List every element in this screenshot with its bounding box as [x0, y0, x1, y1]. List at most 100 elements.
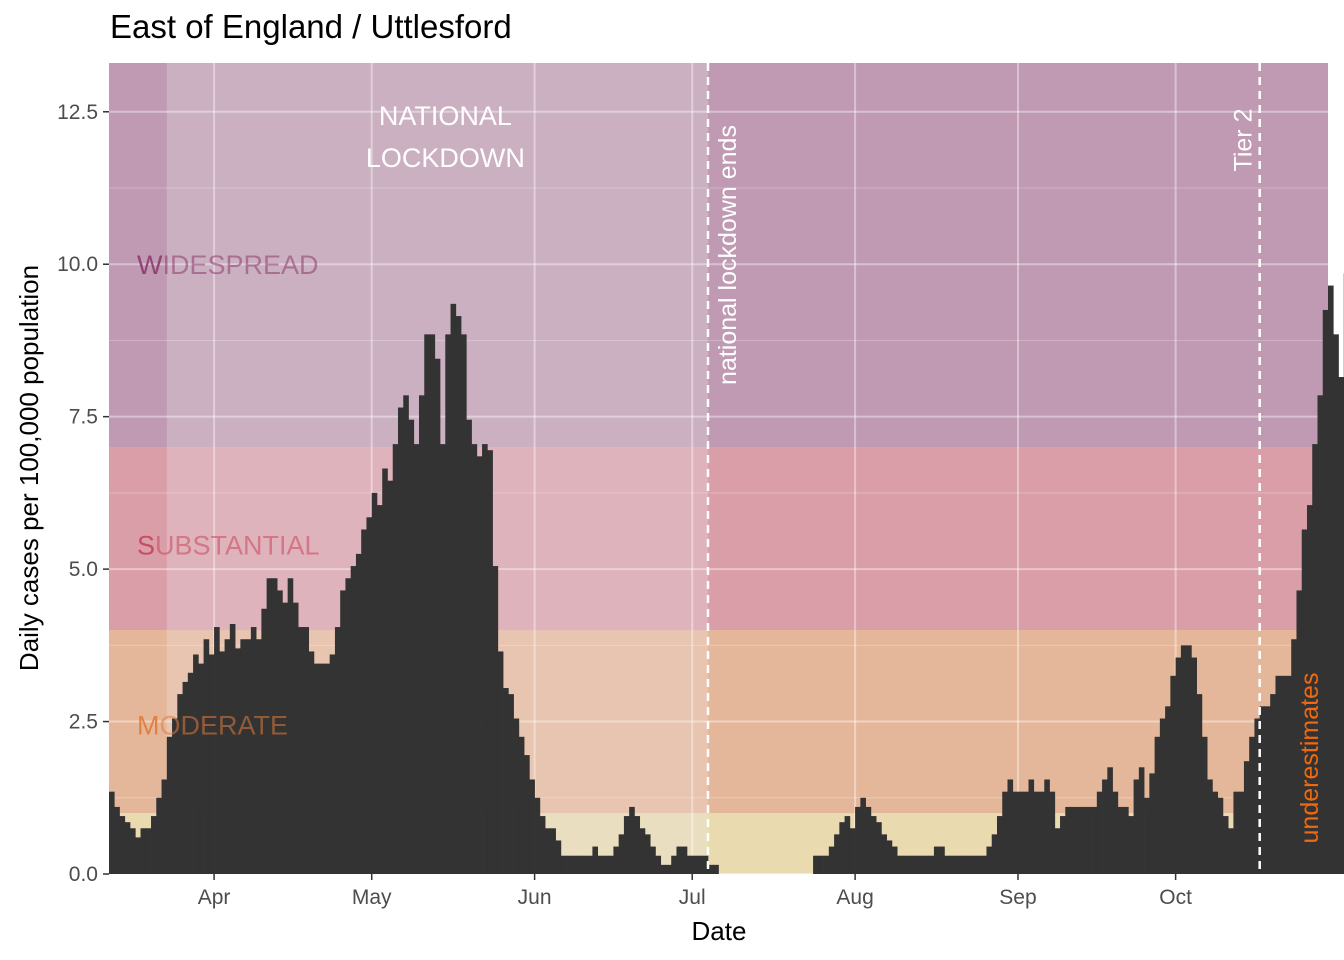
- bar: [1212, 791, 1219, 874]
- bar: [182, 681, 189, 874]
- bar: [397, 407, 404, 874]
- bar: [949, 855, 956, 874]
- bar: [1117, 806, 1124, 874]
- bar: [266, 578, 273, 874]
- bar: [1060, 816, 1066, 874]
- bar: [161, 779, 168, 874]
- bar: [1002, 791, 1008, 874]
- bar: [1044, 779, 1050, 874]
- y-axis-title: Daily cases per 100,000 population: [14, 265, 44, 671]
- bar: [681, 846, 688, 874]
- bar: [1280, 675, 1287, 874]
- y-tick-label: 2.5: [69, 711, 98, 734]
- bar: [839, 822, 845, 874]
- bar: [508, 694, 514, 874]
- bar: [1165, 706, 1171, 874]
- bar: [376, 505, 383, 874]
- bar: [960, 855, 966, 874]
- bar: [1175, 657, 1182, 874]
- bar: [1259, 706, 1266, 874]
- bar: [1123, 806, 1129, 874]
- bar: [1243, 761, 1250, 874]
- bar: [187, 672, 194, 874]
- bar: [1264, 706, 1271, 874]
- bar: [907, 855, 914, 874]
- bar: [403, 395, 409, 874]
- bar: [1154, 736, 1161, 874]
- bar: [292, 602, 299, 874]
- bar: [581, 855, 588, 874]
- bar: [1233, 791, 1240, 874]
- bar: [665, 864, 672, 874]
- bar: [1070, 806, 1077, 874]
- bar: [461, 334, 467, 875]
- bar: [371, 492, 378, 874]
- bar: [482, 444, 488, 874]
- band-overlay-post-2: [707, 630, 1328, 814]
- bar: [177, 694, 183, 874]
- bar: [518, 736, 525, 874]
- bar: [361, 529, 367, 874]
- bar: [644, 834, 651, 874]
- bar: [707, 864, 714, 874]
- bar: [587, 855, 593, 874]
- bar: [1338, 377, 1344, 874]
- bar: [1081, 806, 1087, 874]
- bar: [597, 855, 604, 874]
- bar: [613, 846, 620, 874]
- bar: [1144, 797, 1150, 874]
- bar: [970, 855, 977, 874]
- bar: [497, 651, 504, 874]
- bar: [1249, 736, 1255, 874]
- band-substantial: [109, 447, 1328, 631]
- bar: [214, 627, 220, 874]
- bar: [881, 834, 887, 874]
- x-tick-label: Aug: [836, 886, 873, 909]
- bar: [534, 797, 541, 874]
- bar: [897, 855, 903, 874]
- y-tick-label: 10.0: [57, 253, 98, 276]
- bar: [1039, 791, 1045, 874]
- lockdown-label-line: NATIONAL: [379, 101, 512, 131]
- bar: [923, 855, 930, 874]
- bar: [208, 654, 215, 874]
- bar: [918, 855, 924, 874]
- bar: [340, 590, 346, 874]
- bar: [1138, 767, 1145, 874]
- y-tick-label: 0.0: [69, 863, 98, 886]
- bar: [450, 303, 457, 874]
- axes: 0.0 2.5 5.0 7.5 10.0 12.5 Apr May Jun Jul Aug Sep Oc…: [57, 101, 1192, 909]
- bar: [1028, 779, 1035, 874]
- x-tick-label: Sep: [999, 886, 1036, 909]
- band-widespread: [109, 63, 1328, 448]
- bar: [1075, 806, 1082, 874]
- bar: [834, 834, 840, 874]
- bar: [319, 663, 325, 874]
- bar: [1254, 718, 1261, 874]
- bar: [114, 806, 120, 874]
- bar: [193, 654, 199, 874]
- bar: [1296, 590, 1303, 874]
- bar: [1275, 675, 1282, 874]
- bar: [1322, 309, 1329, 875]
- bar: [702, 855, 709, 874]
- bar: [655, 855, 662, 874]
- bar: [130, 828, 136, 874]
- bar: [151, 816, 157, 874]
- bar: [650, 846, 656, 874]
- bar: [939, 846, 945, 874]
- bar: [891, 846, 898, 874]
- bar: [975, 855, 982, 874]
- bar: [1312, 444, 1318, 874]
- bar: [1191, 657, 1197, 874]
- bar: [277, 590, 283, 874]
- bar: [413, 444, 420, 874]
- bar: [623, 816, 630, 874]
- bar: [1112, 791, 1119, 874]
- lockdown-label-line: LOCKDOWN: [366, 143, 525, 173]
- underestimates-label: underestimates: [1296, 673, 1324, 844]
- bar: [1196, 694, 1203, 874]
- bar: [697, 855, 704, 874]
- bar: [156, 797, 162, 874]
